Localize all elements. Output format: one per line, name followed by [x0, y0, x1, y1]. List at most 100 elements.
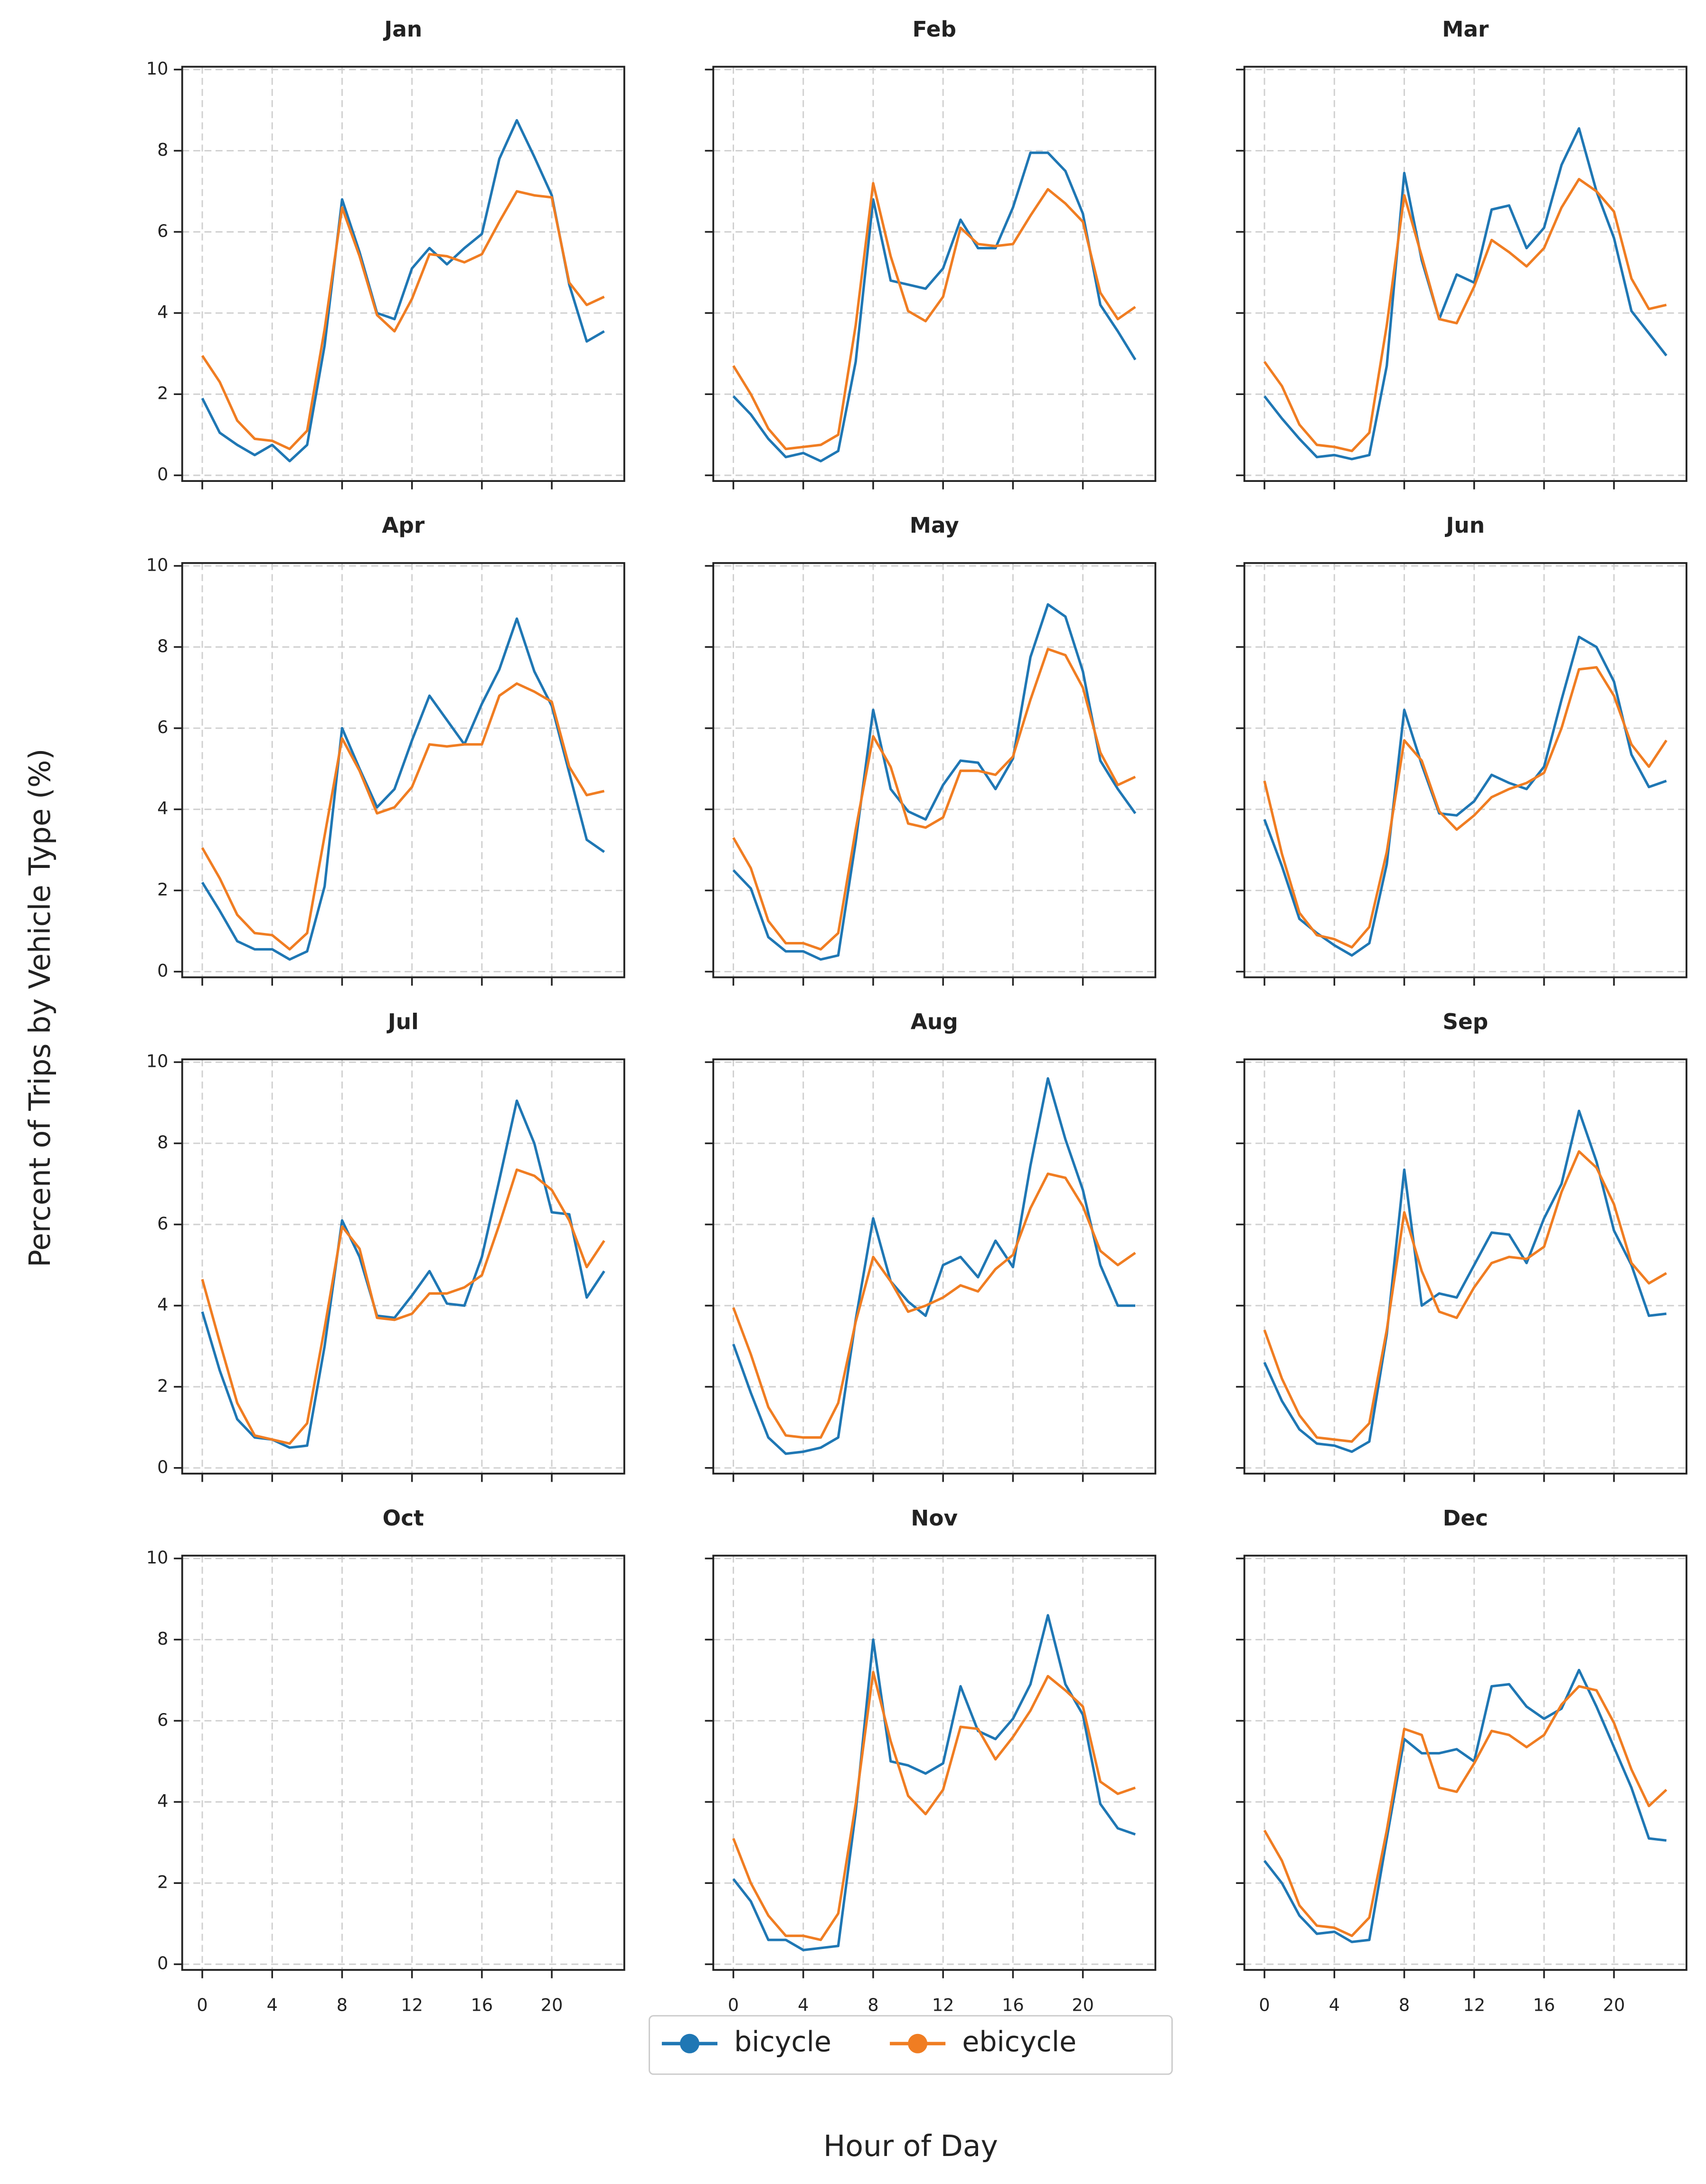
y-tick-label: 0: [157, 1457, 168, 1477]
series-line: [201, 682, 605, 951]
y-tick-label: 8: [157, 1629, 168, 1649]
series-line: [732, 603, 1137, 961]
y-tick-label: 6: [157, 221, 168, 241]
x-tick-label: 20: [1072, 1995, 1094, 2015]
y-tick-label: 10: [146, 58, 169, 79]
x-tick-label: 16: [1002, 1995, 1024, 2015]
axes-frame: [712, 66, 1157, 482]
legend-marker: [908, 2033, 928, 2053]
series-line: [1263, 1668, 1667, 1943]
axes-frame: [712, 1058, 1157, 1475]
y-tick-label: 2: [157, 1872, 168, 1892]
subplot-title: Oct: [383, 1506, 424, 1531]
y-tick-label: 2: [157, 1375, 168, 1396]
y-tick-label: 2: [157, 879, 168, 900]
y-tick-label: 6: [157, 717, 168, 737]
x-tick-label: 8: [867, 1995, 878, 2015]
series-line: [732, 1172, 1136, 1439]
y-tick-label: 10: [146, 1547, 169, 1568]
series-line: [1263, 1685, 1668, 1937]
subplot: Sep: [1236, 1009, 1687, 1482]
y-axis-label: Percent of Trips by Vehicle Type (%): [23, 749, 57, 1267]
subplot-title: Apr: [382, 513, 425, 538]
y-tick-label: 0: [157, 1953, 168, 1974]
axes-frame: [712, 562, 1157, 979]
axes-frame: [1243, 1058, 1687, 1475]
x-axis-label: Hour of Day: [823, 2129, 998, 2163]
x-tick-label: 12: [1463, 1995, 1485, 2015]
series-line: [732, 1614, 1136, 1951]
subplot: Mar: [1236, 17, 1687, 490]
subplot-title: Mar: [1442, 17, 1489, 42]
subplot: Jan 0 2 4 6 8 10: [146, 17, 625, 490]
series-line: [732, 1077, 1136, 1455]
y-tick-label: 6: [157, 1710, 168, 1730]
y-tick-label: 10: [146, 555, 169, 575]
series-line: [1263, 1150, 1667, 1443]
legend-label: ebicycle: [962, 2025, 1076, 2058]
subplot-title: Feb: [913, 17, 956, 42]
y-tick-label: 4: [157, 1791, 168, 1811]
subplot: Jun: [1236, 513, 1687, 986]
y-tick-label: 0: [157, 960, 168, 981]
y-tick-label: 4: [157, 302, 168, 322]
subplot: Dec 0 4 8 12 16 20: [1236, 1506, 1687, 2015]
subplot: May: [705, 513, 1157, 986]
subplot-title: Dec: [1443, 1506, 1488, 1531]
y-tick-label: 4: [157, 798, 168, 819]
y-tick-label: 8: [157, 1132, 168, 1153]
subplot-title: Sep: [1442, 1009, 1488, 1035]
x-tick-label: 8: [337, 1995, 348, 2015]
series-line: [732, 1671, 1136, 1941]
x-tick-label: 0: [1259, 1995, 1270, 2015]
subplot-title: Jun: [1445, 513, 1485, 538]
y-tick-label: 8: [157, 140, 168, 160]
x-tick-label: 12: [401, 1995, 423, 2015]
series-line: [201, 1099, 605, 1449]
series-line: [201, 617, 605, 961]
axes-frame: [1243, 1554, 1687, 1971]
subplot-title: Nov: [911, 1506, 958, 1531]
series-line: [1263, 666, 1668, 949]
axes-frame: [712, 1554, 1157, 1971]
x-tick-label: 20: [1603, 1995, 1625, 2015]
x-tick-label: 4: [267, 1995, 278, 2015]
subplot: Aug: [705, 1009, 1157, 1482]
subplot-title: Aug: [911, 1009, 958, 1035]
axes-frame: [181, 1058, 625, 1475]
subplot: Feb: [705, 17, 1157, 490]
series-line: [732, 151, 1137, 462]
y-tick-label: 0: [157, 464, 168, 485]
y-tick-label: 6: [157, 1214, 168, 1234]
x-tick-label: 4: [798, 1995, 809, 2015]
y-tick-label: 4: [157, 1294, 168, 1315]
y-tick-label: 10: [146, 1051, 169, 1072]
x-tick-label: 4: [1329, 1995, 1340, 2015]
axes-frame: [1243, 66, 1687, 482]
series-line: [201, 1168, 605, 1445]
axes-frame: [1243, 562, 1687, 979]
subplot-title: May: [910, 513, 959, 538]
y-tick-label: 8: [157, 636, 168, 656]
series-line: [1263, 127, 1668, 461]
x-tick-label: 0: [728, 1995, 739, 2015]
axes-frame: [181, 1554, 625, 1971]
x-tick-label: 8: [1399, 1995, 1410, 2015]
x-tick-label: 12: [932, 1995, 954, 2015]
series-line: [732, 648, 1136, 951]
legend-label: bicycle: [734, 2025, 831, 2058]
subplot: Oct 0 4 8 12 16 20 0 2 4 6 8 10: [146, 1506, 625, 2015]
series-line: [732, 182, 1136, 451]
series-line: [1263, 1110, 1667, 1453]
series-line: [1263, 635, 1667, 957]
subplot-title: Jan: [383, 17, 422, 42]
series-line: [201, 190, 605, 451]
y-tick-label: 2: [157, 383, 168, 404]
axes-frame: [181, 66, 625, 482]
subplot: Nov 0 4 8 12 16 20: [705, 1506, 1157, 2015]
subplot-title: Jul: [386, 1009, 419, 1035]
x-tick-label: 16: [471, 1995, 493, 2015]
legend-marker: [679, 2033, 699, 2053]
